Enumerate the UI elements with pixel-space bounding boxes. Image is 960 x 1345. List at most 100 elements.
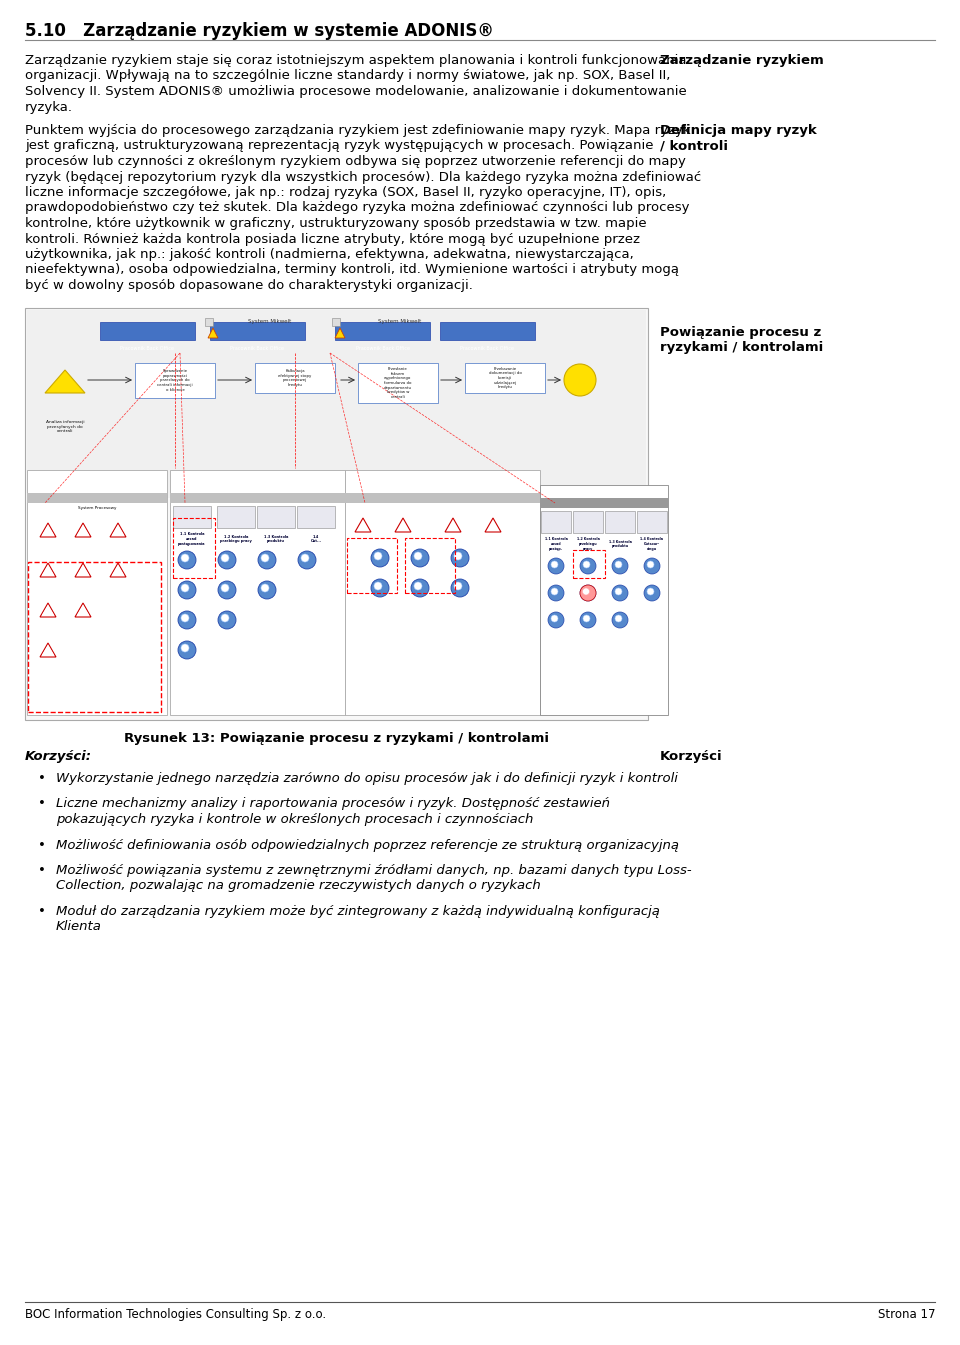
Polygon shape <box>445 518 461 533</box>
Circle shape <box>181 554 189 562</box>
Text: 5.10   Zarządzanie ryzykiem w systemie ADONIS®: 5.10 Zarządzanie ryzykiem w systemie ADO… <box>25 22 493 40</box>
Circle shape <box>181 584 189 592</box>
Polygon shape <box>40 523 56 537</box>
Text: użytkownika, jak np.: jakość kontroli (nadmierna, efektywna, adekwatna, niewysta: użytkownika, jak np.: jakość kontroli (n… <box>25 247 634 261</box>
Circle shape <box>261 584 269 592</box>
Text: Moduł do zarządzania ryzykiem może być zintegrowany z każdą indywidualną konfigu: Moduł do zarządzania ryzykiem może być z… <box>56 905 660 919</box>
Bar <box>605 511 635 533</box>
Bar <box>335 321 430 340</box>
Text: Rysunek 13: Powiązanie procesu z ryzykami / kontrolami: Rysunek 13: Powiązanie procesu z ryzykam… <box>124 732 549 745</box>
Circle shape <box>564 364 596 395</box>
Text: pokazujących ryzyka i kontrole w określonych procesach i czynnościach: pokazujących ryzyka i kontrole w określo… <box>56 812 534 826</box>
Polygon shape <box>42 525 54 535</box>
Text: procesów lub czynności z określonym ryzykiem odbywa się poprzez utworzenie refer: procesów lub czynności z określonym ryzy… <box>25 155 685 168</box>
Text: Zarządzanie ryzykiem staje się coraz istotniejszym aspektem planowania i kontrol: Zarządzanie ryzykiem staje się coraz ist… <box>25 54 686 67</box>
Circle shape <box>615 588 622 594</box>
Polygon shape <box>42 646 54 655</box>
Polygon shape <box>208 328 218 338</box>
Circle shape <box>583 615 590 621</box>
Circle shape <box>261 554 269 562</box>
Circle shape <box>548 585 564 601</box>
Text: •: • <box>38 905 46 919</box>
Bar <box>27 309 646 498</box>
Text: Sprawdzenie
poprawności
przesłanych do
centrali informacji
o kliencie: Sprawdzenie poprawności przesłanych do c… <box>157 370 193 391</box>
Polygon shape <box>485 518 501 533</box>
Bar <box>297 506 335 529</box>
Text: liczne informacje szczegółowe, jak np.: rodzaj ryzyka (SOX, Basel II, ryzyko ope: liczne informacje szczegółowe, jak np.: … <box>25 186 666 199</box>
Circle shape <box>221 615 229 621</box>
Text: 1.1 Kontrola
zasad
postępowania: 1.1 Kontrola zasad postępowania <box>179 533 205 546</box>
Text: Możliwość definiowania osób odpowiedzialnych poprzez referencje ze strukturą org: Możliwość definiowania osób odpowiedzial… <box>56 838 679 851</box>
Bar <box>27 469 167 716</box>
Circle shape <box>615 561 622 568</box>
Circle shape <box>414 582 422 590</box>
Circle shape <box>454 551 462 560</box>
Polygon shape <box>75 564 91 577</box>
Text: Analiza informacji
przesyłanych do
centrali: Analiza informacji przesyłanych do centr… <box>46 420 84 433</box>
Circle shape <box>414 551 422 560</box>
Polygon shape <box>77 605 89 615</box>
Text: Liczne mechanizmy analizy i raportowania procesów i ryzyk. Dostępność zestawień: Liczne mechanizmy analizy i raportowania… <box>56 798 610 811</box>
Text: Pracownik Back Office: Pracownik Back Office <box>461 347 515 351</box>
Circle shape <box>580 558 596 574</box>
Bar <box>27 494 167 503</box>
Circle shape <box>451 549 469 568</box>
Bar <box>347 538 397 593</box>
Polygon shape <box>77 565 89 576</box>
Polygon shape <box>335 328 345 338</box>
Text: 1.2 Kontrola
przebiegu
pracy: 1.2 Kontrola przebiegu pracy <box>577 538 599 550</box>
Bar <box>637 511 667 533</box>
Text: Pracownik Back Office: Pracownik Back Office <box>121 347 175 351</box>
Polygon shape <box>355 518 371 533</box>
Circle shape <box>548 612 564 628</box>
Bar <box>345 494 540 503</box>
Text: Collection, pozwalając na gromadzenie rzeczywistych danych o ryzykach: Collection, pozwalając na gromadzenie rz… <box>56 880 540 893</box>
Text: 1.3 Kontrola
produktu: 1.3 Kontrola produktu <box>609 539 632 549</box>
Polygon shape <box>42 605 54 615</box>
Bar <box>173 506 211 529</box>
Bar <box>332 317 340 325</box>
Text: Pracownik Back Office: Pracownik Back Office <box>230 347 284 351</box>
Circle shape <box>647 588 654 594</box>
Text: Solvency II. System ADONIS® umożliwia procesowe modelowanie, analizowanie i doku: Solvency II. System ADONIS® umożliwia pr… <box>25 85 686 98</box>
Text: 1.4
Out...: 1.4 Out... <box>310 535 322 543</box>
Circle shape <box>551 615 558 621</box>
Polygon shape <box>75 603 91 617</box>
Text: •: • <box>38 772 46 785</box>
Circle shape <box>218 611 236 629</box>
Circle shape <box>374 551 382 560</box>
Text: •: • <box>38 863 46 877</box>
Text: Powiązanie procesu z: Powiązanie procesu z <box>660 325 821 339</box>
Circle shape <box>612 612 628 628</box>
Text: 1.1 Kontrola
zasad
postęp.: 1.1 Kontrola zasad postęp. <box>544 538 567 550</box>
Circle shape <box>181 615 189 621</box>
Bar <box>25 308 648 720</box>
Bar <box>541 511 571 533</box>
Circle shape <box>548 558 564 574</box>
Polygon shape <box>110 523 126 537</box>
Circle shape <box>178 551 196 569</box>
Circle shape <box>644 585 660 601</box>
Circle shape <box>178 642 196 659</box>
Circle shape <box>647 561 654 568</box>
Text: nieefektywna), osoba odpowiedzialna, terminy kontroli, itd. Wymienione wartości : nieefektywna), osoba odpowiedzialna, ter… <box>25 264 679 277</box>
Circle shape <box>218 551 236 569</box>
Circle shape <box>181 644 189 652</box>
Circle shape <box>371 578 389 597</box>
Bar <box>100 321 195 340</box>
Bar <box>28 562 161 712</box>
Text: Przekazanie
dokumentacji do
komisji
udzielającej
kredytu: Przekazanie dokumentacji do komisji udzi… <box>489 367 521 389</box>
Bar <box>255 363 335 393</box>
Circle shape <box>551 561 558 568</box>
Bar <box>205 317 213 325</box>
Text: Przesłanie
faksem
wypełnionego
formularza do
departamentu
kredytów w
centrali: Przesłanie faksem wypełnionego formularz… <box>384 367 412 399</box>
Polygon shape <box>110 564 126 577</box>
Polygon shape <box>45 370 85 393</box>
Text: 1.3 Kontrola
produktu: 1.3 Kontrola produktu <box>264 535 288 543</box>
Polygon shape <box>42 565 54 576</box>
Text: ryzykami / kontrolami: ryzykami / kontrolami <box>660 342 824 355</box>
Bar <box>170 469 345 716</box>
Bar <box>358 363 438 404</box>
Text: Kalkulacja
efektywnej stopy
procentowej
kredytu: Kalkulacja efektywnej stopy procentowej … <box>278 369 312 387</box>
Circle shape <box>612 585 628 601</box>
